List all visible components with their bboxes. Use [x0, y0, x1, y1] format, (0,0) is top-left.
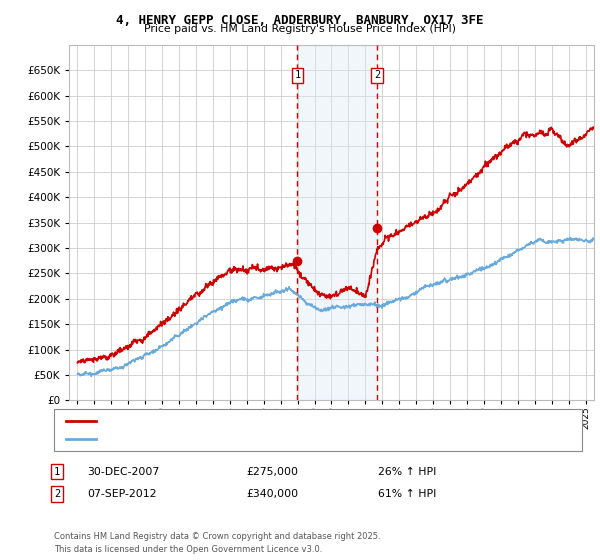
Text: 07-SEP-2012: 07-SEP-2012 [87, 489, 157, 499]
Text: 30-DEC-2007: 30-DEC-2007 [87, 466, 159, 477]
Text: HPI: Average price, semi-detached house, Cherwell: HPI: Average price, semi-detached house,… [102, 434, 352, 444]
Bar [298, 45, 377, 400]
Text: 26% ↑ HPI: 26% ↑ HPI [378, 466, 436, 477]
Text: 1: 1 [54, 466, 60, 477]
Text: Contains HM Land Registry data © Crown copyright and database right 2025.
This d: Contains HM Land Registry data © Crown c… [54, 533, 380, 554]
Text: 4, HENRY GEPP CLOSE, ADDERBURY, BANBURY, OX17 3FE: 4, HENRY GEPP CLOSE, ADDERBURY, BANBURY,… [116, 14, 484, 27]
Text: 61% ↑ HPI: 61% ↑ HPI [378, 489, 436, 499]
Text: 2: 2 [374, 71, 380, 80]
Text: Price paid vs. HM Land Registry's House Price Index (HPI): Price paid vs. HM Land Registry's House … [144, 24, 456, 34]
Text: 1: 1 [295, 71, 301, 80]
Text: £275,000: £275,000 [246, 466, 298, 477]
Text: 4, HENRY GEPP CLOSE, ADDERBURY, BANBURY, OX17 3FE (semi-detached house): 4, HENRY GEPP CLOSE, ADDERBURY, BANBURY,… [102, 416, 500, 426]
Text: 2: 2 [54, 489, 60, 499]
Text: £340,000: £340,000 [246, 489, 298, 499]
